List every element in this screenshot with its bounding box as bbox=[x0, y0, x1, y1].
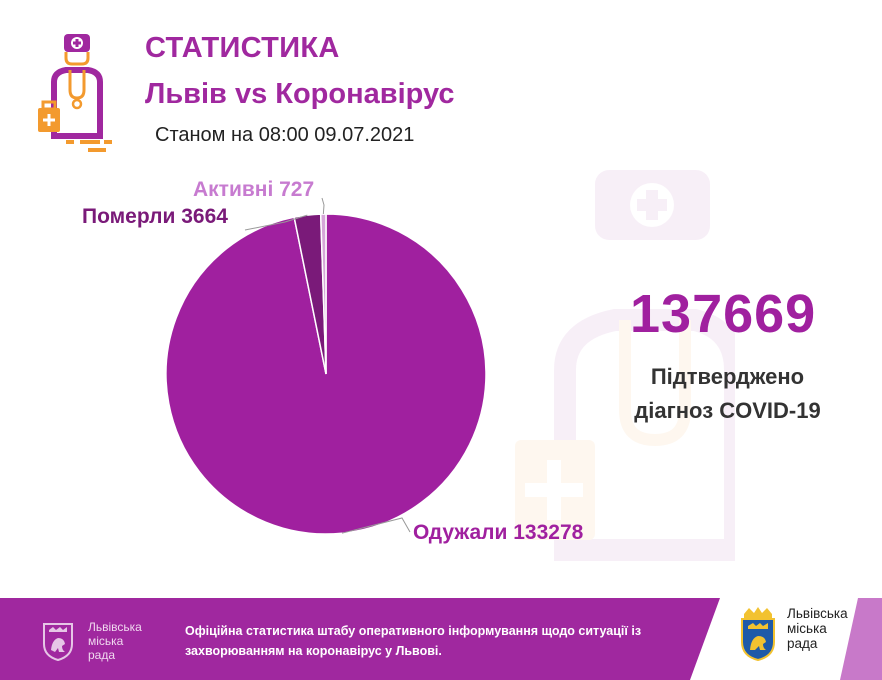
org-name-left: Львівська міська рада bbox=[88, 620, 142, 662]
lviv-crest-icon bbox=[741, 607, 775, 662]
confirmed-caption-line2: діагноз COVID-19 bbox=[634, 398, 821, 423]
footer-text: Офіційна статистика штабу оперативного і… bbox=[185, 624, 642, 658]
leader-line-dead bbox=[244, 214, 308, 231]
date-line: Станом на 08:00 09.07.2021 bbox=[155, 124, 415, 146]
leader-line-active bbox=[321, 197, 325, 215]
doctor-watermark-icon bbox=[515, 170, 735, 561]
page-title: СТАТИСТИКА bbox=[145, 32, 340, 64]
confirmed-caption: Підтверджено діагноз COVID-19 bbox=[620, 360, 835, 428]
org-name-right: Львівська міська рада bbox=[787, 606, 848, 651]
confirmed-number: 137669 bbox=[630, 284, 817, 344]
leader-line-recovered bbox=[341, 517, 411, 534]
lviv-crest-icon bbox=[43, 623, 73, 662]
page-subtitle: Львів vs Коронавірус bbox=[145, 78, 455, 110]
pie-chart bbox=[165, 197, 487, 535]
footer: Львівська міська рада Офіційна статистик… bbox=[0, 598, 882, 680]
doctor-icon bbox=[38, 34, 112, 152]
active-label: Активні 727 bbox=[193, 178, 315, 201]
dead-label: Померли 3664 bbox=[82, 205, 228, 228]
confirmed-caption-line1: Підтверджено bbox=[650, 364, 805, 389]
recovered-label: Одужали 133278 bbox=[413, 521, 584, 544]
